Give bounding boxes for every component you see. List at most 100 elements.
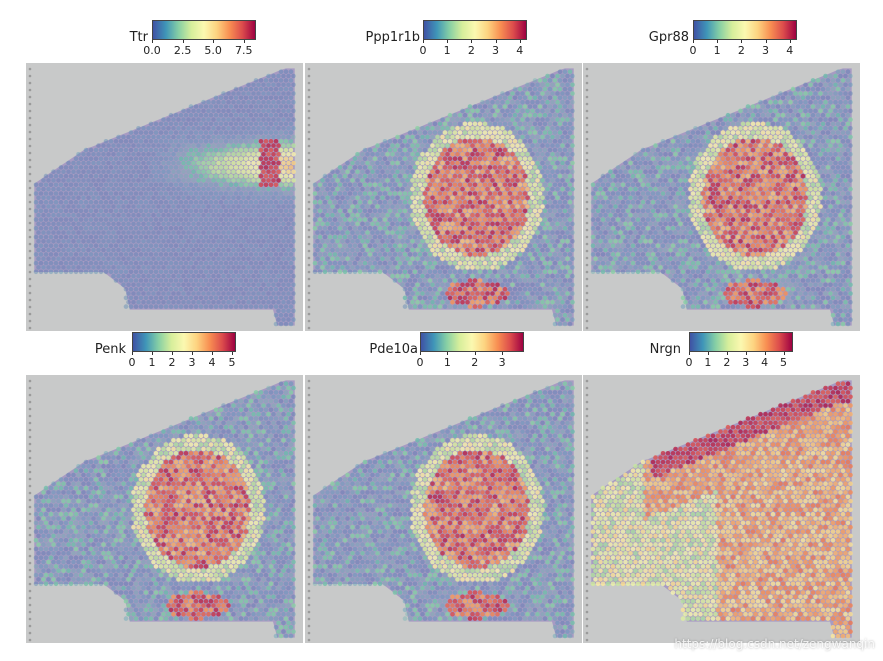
expression-spot xyxy=(163,121,169,127)
expression-spot xyxy=(198,139,204,144)
expression-spot xyxy=(347,165,353,170)
expression-spot xyxy=(263,208,269,214)
fiducial-dot xyxy=(585,207,589,211)
expression-spot xyxy=(231,299,236,305)
expression-spot xyxy=(268,286,274,292)
expression-spot xyxy=(720,156,726,161)
expression-spot xyxy=(251,134,256,140)
expression-spot xyxy=(123,286,129,292)
expression-spot xyxy=(148,252,154,257)
expression-spot xyxy=(472,112,478,118)
expression-spot xyxy=(332,182,338,188)
expression-spot xyxy=(196,256,201,261)
expression-spot xyxy=(136,186,141,192)
expression-spot xyxy=(805,147,811,153)
expression-spot xyxy=(256,195,261,201)
expression-spot xyxy=(375,204,380,209)
expression-spot xyxy=(410,256,415,261)
expression-spot xyxy=(445,256,450,261)
expression-spot xyxy=(53,234,59,240)
expression-spot xyxy=(183,112,189,118)
expression-spot xyxy=(330,169,335,174)
expression-spot xyxy=(78,182,84,188)
expression-spot xyxy=(808,99,813,105)
expression-spot xyxy=(347,208,353,214)
expression-spot xyxy=(136,299,141,305)
expression-spot xyxy=(520,117,525,122)
expression-spot xyxy=(128,139,134,144)
expression-spot xyxy=(322,199,328,205)
expression-spot xyxy=(81,186,86,192)
expression-spot xyxy=(315,247,320,253)
expression-spot xyxy=(188,226,194,231)
expression-spot xyxy=(213,121,219,127)
expression-spot xyxy=(228,147,234,153)
expression-spot xyxy=(537,121,543,127)
expression-spot xyxy=(507,243,513,248)
expression-spot xyxy=(527,269,533,275)
expression-spot xyxy=(176,195,181,201)
expression-spot xyxy=(320,195,325,201)
expression-spot xyxy=(163,252,169,257)
expression-spot xyxy=(286,221,291,227)
expression-spot xyxy=(407,243,413,248)
expression-spot xyxy=(760,112,766,118)
expression-spot xyxy=(166,204,171,209)
expression-spot xyxy=(658,143,663,148)
expression-spot xyxy=(685,130,691,135)
expression-spot xyxy=(66,204,71,209)
expression-spot xyxy=(390,160,395,166)
expression-spot xyxy=(123,269,129,275)
expression-spot xyxy=(208,104,214,109)
expression-spot xyxy=(390,152,395,157)
expression-spot xyxy=(332,217,338,222)
expression-spot xyxy=(243,269,249,275)
expression-spot xyxy=(420,134,425,140)
expression-spot xyxy=(487,182,493,188)
fiducial-dot xyxy=(585,151,589,155)
expression-spot xyxy=(355,169,360,174)
expression-spot xyxy=(567,260,573,266)
spot-layer xyxy=(307,67,575,330)
expression-spot xyxy=(131,134,136,140)
expression-spot xyxy=(33,208,39,214)
expression-spot xyxy=(268,95,274,101)
expression-spot xyxy=(96,230,101,235)
expression-spot xyxy=(123,304,129,309)
expression-spot xyxy=(683,152,688,157)
expression-spot xyxy=(390,169,395,174)
expression-spot xyxy=(238,139,244,144)
expression-spot xyxy=(457,173,463,179)
expression-spot xyxy=(228,112,234,118)
expression-spot xyxy=(281,143,286,148)
expression-spot xyxy=(158,260,164,266)
expression-spot xyxy=(218,191,224,196)
expression-spot xyxy=(276,143,281,148)
expression-spot xyxy=(46,186,51,192)
expression-spot xyxy=(171,186,176,192)
expression-spot xyxy=(808,117,813,122)
expression-spot xyxy=(283,313,289,318)
expression-spot xyxy=(377,173,383,179)
expression-spot xyxy=(46,230,51,235)
fiducial-dot xyxy=(28,186,32,190)
expression-spot xyxy=(258,208,264,214)
expression-spot xyxy=(688,134,693,140)
expression-spot xyxy=(845,86,851,92)
expression-spot xyxy=(81,178,86,183)
expression-spot xyxy=(500,152,505,157)
expression-spot xyxy=(415,178,420,183)
expression-spot xyxy=(843,134,848,140)
expression-spot xyxy=(261,99,266,105)
expression-spot xyxy=(537,234,543,240)
expression-spot xyxy=(395,265,400,270)
expression-spot xyxy=(131,282,136,288)
expression-spot xyxy=(402,243,408,248)
expression-spot xyxy=(118,147,124,153)
expression-spot xyxy=(281,195,286,201)
expression-spot xyxy=(281,221,286,227)
expression-spot xyxy=(835,112,841,118)
expression-spot xyxy=(653,160,658,166)
expression-spot xyxy=(430,143,435,148)
expression-spot xyxy=(158,156,164,161)
